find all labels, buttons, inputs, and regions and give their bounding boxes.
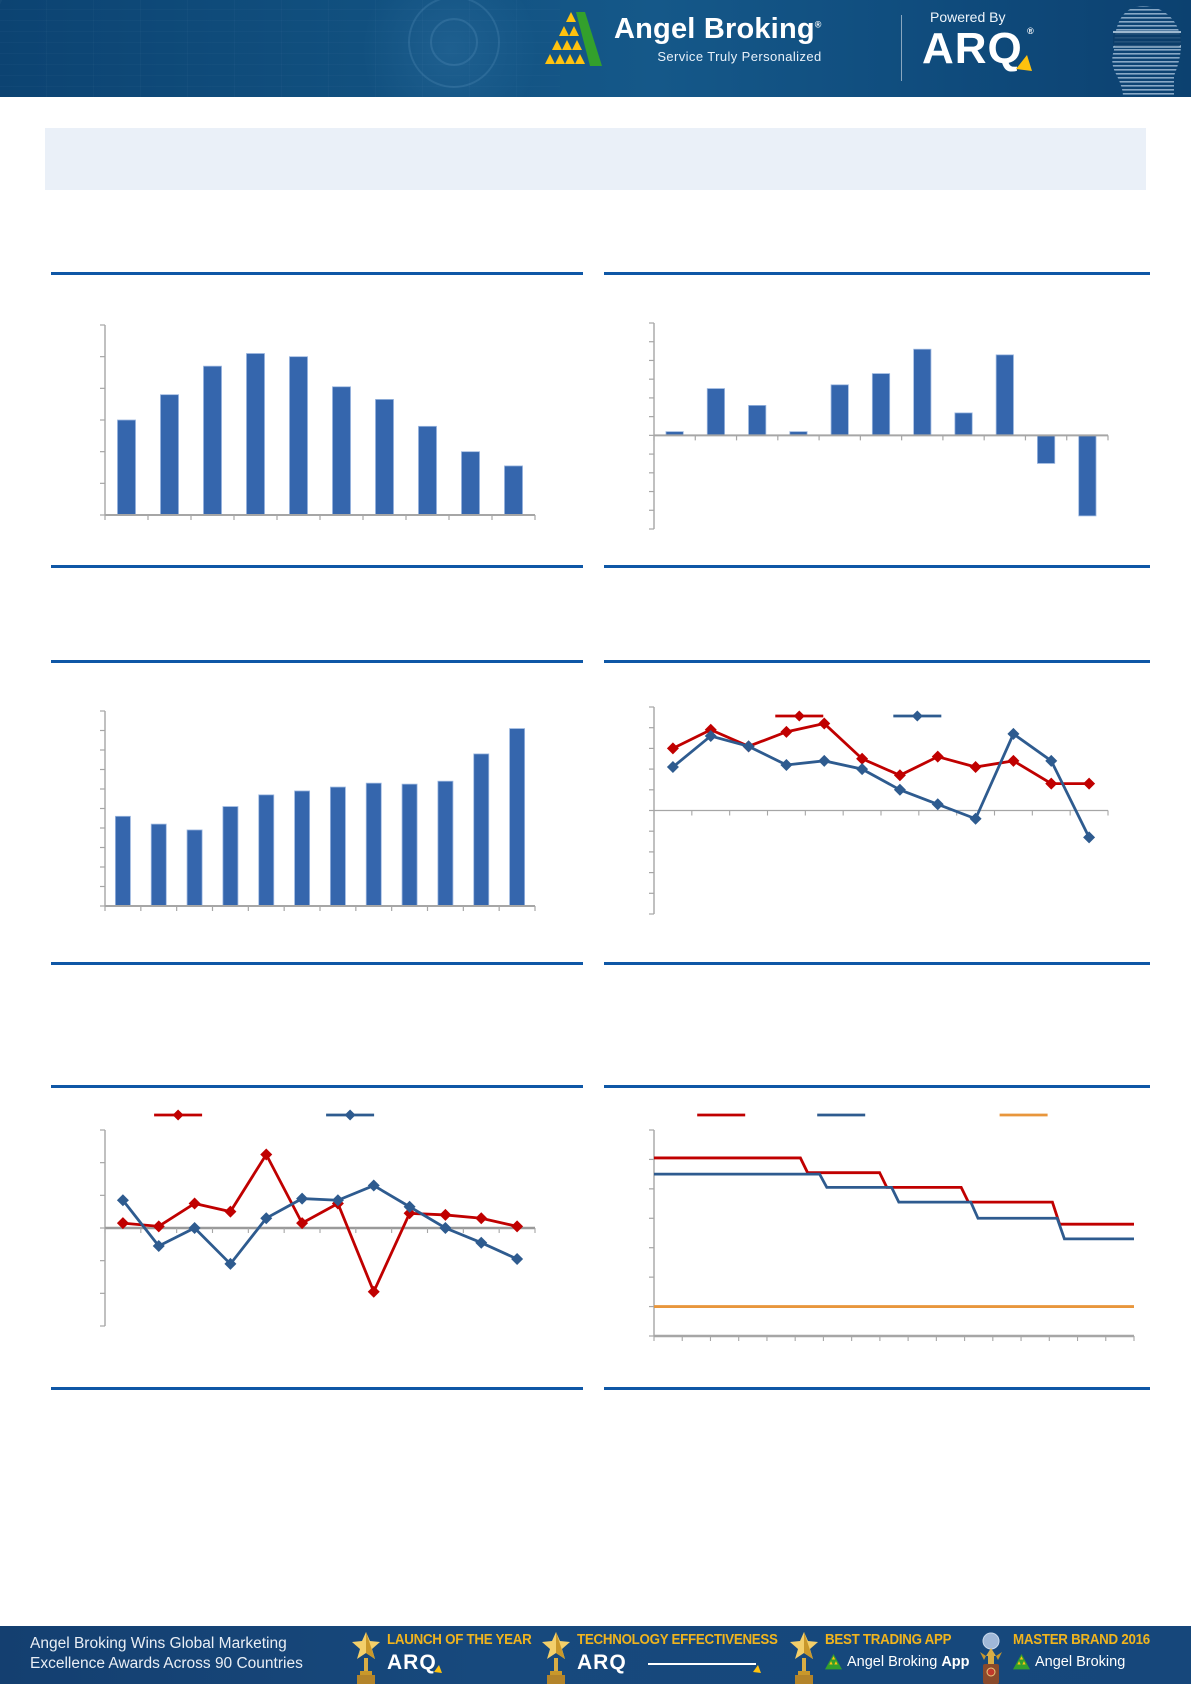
digital-head-icon <box>1112 6 1181 97</box>
brand-tagline: Service Truly Personalized <box>657 48 822 64</box>
chart-canvas <box>604 1104 1150 1366</box>
chart-canvas <box>604 697 1150 942</box>
arq-q-tail-icon <box>433 1665 442 1673</box>
header-circuit-pattern <box>0 0 560 97</box>
award-title: LAUNCH OF THE YEAR <box>387 1632 532 1648</box>
footer-headline: Angel Broking Wins Global Marketing Exce… <box>30 1634 340 1674</box>
arq-q-tail-icon <box>1016 55 1032 71</box>
page-header: Angel Broking® Service Truly Personalize… <box>0 0 1191 97</box>
line-chart-two-series <box>649 706 1109 915</box>
angel-broking-pyramid-icon <box>1013 1654 1030 1670</box>
report-title-box <box>45 128 1146 190</box>
footer-headline-line1: Angel Broking Wins Global Marketing <box>30 1635 287 1652</box>
line-chart-volatile-two-series <box>100 1109 536 1327</box>
angel-broking-pyramid-icon <box>825 1654 842 1670</box>
award-underline <box>647 1663 756 1665</box>
star-trophy-icon <box>542 1632 570 1684</box>
brand-name: Angel Broking® <box>614 13 822 46</box>
arq-logo-lockup: Powered By ARQ ® <box>922 9 1035 73</box>
star-trophy-icon <box>790 1632 818 1684</box>
chart-row-1 <box>51 272 1191 568</box>
chart-row-2 <box>51 660 1191 965</box>
chart-block-mid-right <box>604 660 1150 965</box>
chart-block-bottom-left <box>51 1085 583 1390</box>
chart-canvas <box>51 313 583 545</box>
arq-registered-mark: ® <box>1027 26 1035 36</box>
powered-by-label: Powered By <box>930 9 1006 25</box>
awards-footer: Angel Broking Wins Global Marketing Exce… <box>0 1626 1191 1684</box>
angel-broking-logo-small: Angel Broking <box>1013 1654 1162 1670</box>
header-vertical-divider <box>901 15 902 81</box>
angel-broking-pyramid-icon <box>545 12 602 66</box>
award-logo-text: Angel Broking <box>1035 1654 1126 1670</box>
award-title: MASTER BRAND 2016 <box>1013 1632 1150 1648</box>
award-launch-of-the-year: LAUNCH OF THE YEAR ARQ <box>352 1632 544 1684</box>
star-trophy-icon <box>352 1632 380 1684</box>
chart-canvas <box>604 313 1150 545</box>
arq-q-tail-icon <box>752 1665 761 1673</box>
award-title: TECHNOLOGY EFFECTIVENESS <box>577 1632 778 1648</box>
header-ring-decoration-small <box>430 18 478 66</box>
chart-block-top-right <box>604 272 1150 568</box>
award-best-trading-app: BEST TRADING APP Angel Broking App <box>790 1632 970 1684</box>
chart-block-top-left <box>51 272 583 568</box>
award-title: BEST TRADING APP <box>825 1632 952 1648</box>
globe-trophy-icon <box>980 1632 1002 1684</box>
angel-broking-logo-lockup: Angel Broking® Service Truly Personalize… <box>540 10 822 68</box>
step-line-chart <box>649 1113 1135 1341</box>
header-ring-decoration <box>408 0 500 88</box>
award-master-brand-2016: MASTER BRAND 2016 Angel Broking <box>976 1632 1162 1684</box>
chart-canvas <box>51 1104 583 1366</box>
chart-canvas <box>51 697 583 942</box>
chart-block-bottom-right <box>604 1085 1150 1390</box>
arq-mini-logo: ARQ <box>577 1652 761 1673</box>
award-logo-text: Angel Broking App <box>847 1654 970 1670</box>
bar-chart-with-negatives <box>649 322 1109 530</box>
bar-chart-gradual-rise <box>100 710 536 911</box>
header-glow <box>340 0 560 97</box>
arq-logo-text: ARQ ® <box>922 24 1035 73</box>
brand-registered-mark: ® <box>814 19 822 30</box>
chart-block-mid-left <box>51 660 583 965</box>
angel-broking-app-logo: Angel Broking App <box>825 1654 970 1670</box>
award-technology-effectiveness: TECHNOLOGY EFFECTIVENESS ARQ <box>542 1632 795 1684</box>
footer-headline-line2: Excellence Awards Across 90 Countries <box>30 1655 303 1672</box>
bar-chart-rise-then-fall <box>100 324 536 520</box>
chart-row-3 <box>51 1085 1191 1390</box>
arq-mini-logo: ARQ <box>387 1652 442 1673</box>
